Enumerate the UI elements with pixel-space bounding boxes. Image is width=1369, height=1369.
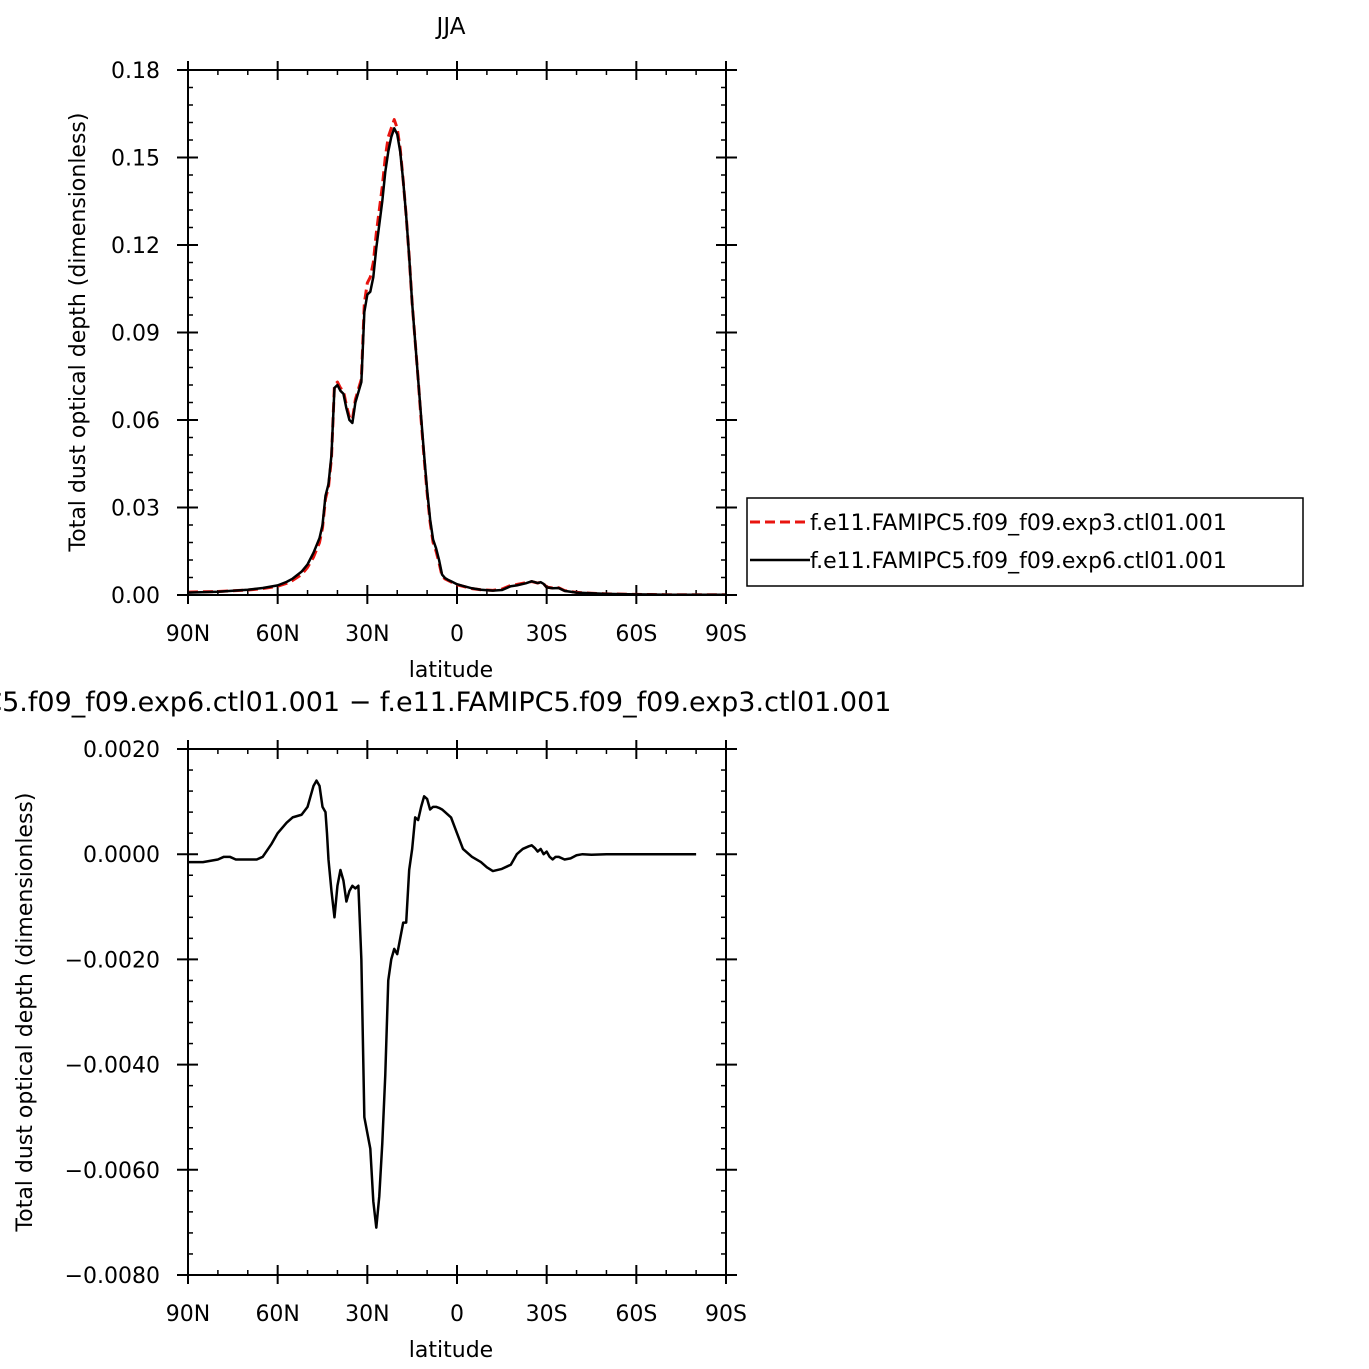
x-tick-label: 90N [166, 622, 210, 647]
y-tick-label: 0.0020 [83, 738, 160, 763]
y-tick-label: 0.12 [111, 234, 160, 259]
x-tick-label: 30N [345, 622, 389, 647]
x-tick-label: 30N [345, 1302, 389, 1327]
x-tick-label: 60N [255, 1302, 299, 1327]
y-tick-label: −0.0040 [65, 1054, 160, 1079]
bottom-chart-x-tick-labels: 90N 60N 30N 0 30S 60S 90S [166, 1302, 747, 1327]
top-chart: JJA 90N 60N 30N 0 30S 60S 90S 0.00 0.03 0.06 0.09… [66, 14, 1304, 683]
top-chart-x-axis-label: latitude [409, 658, 493, 683]
top-chart-y-tick-labels: 0.00 0.03 0.06 0.09 0.12 0.15 0.18 [111, 59, 160, 609]
top-chart-series [188, 118, 726, 595]
y-tick-label: 0.18 [111, 59, 160, 84]
x-tick-label: 60S [615, 1302, 657, 1327]
legend-label-exp3: f.e11.FAMIPC5.f09_f09.exp3.ctl01.001 [810, 511, 1227, 536]
bottom-chart-frame [187, 748, 727, 1276]
x-tick-label: 90S [705, 622, 747, 647]
top-chart-x-tick-labels: 90N 60N 30N 0 30S 60S 90S [166, 622, 747, 647]
legend-label-exp6: f.e11.FAMIPC5.f09_f09.exp6.ctl01.001 [810, 549, 1227, 574]
y-tick-label: 0.15 [111, 147, 160, 172]
bottom-chart-x-axis-label: latitude [409, 1338, 493, 1363]
legend-box [746, 497, 1304, 587]
x-tick-label: 30S [526, 1302, 568, 1327]
y-tick-label: 0.09 [111, 322, 160, 347]
x-tick-label: 90S [705, 1302, 747, 1327]
x-tick-label: 0 [450, 622, 464, 647]
y-tick-label: −0.0020 [65, 948, 160, 973]
series-line-0 [188, 779, 697, 1229]
legend: f.e11.FAMIPC5.f09_f09.exp3.ctl01.001 f.e… [746, 497, 1304, 587]
y-tick-label: −0.0080 [65, 1264, 160, 1289]
x-tick-label: 90N [166, 1302, 210, 1327]
bottom-chart-y-axis-label: Total dust optical depth (dimensionless) [13, 793, 38, 1233]
y-tick-label: 0.0000 [83, 843, 160, 868]
x-tick-label: 60N [255, 622, 299, 647]
bottom-chart-y-tick-labels: −0.0080 −0.0060 −0.0040 −0.0020 0.0000 0.0020 [65, 738, 160, 1289]
top-chart-title: JJA [435, 14, 466, 40]
bottom-chart-title: f.e11.FAMIPC5.f09_f09.exp6.ctl01.001 − f… [0, 687, 891, 718]
y-tick-label: 0.00 [111, 584, 160, 609]
y-tick-label: 0.03 [111, 497, 160, 522]
x-tick-label: 0 [450, 1302, 464, 1327]
y-tick-label: 0.06 [111, 409, 160, 434]
y-tick-label: −0.0060 [65, 1159, 160, 1184]
series-line-1 [188, 127, 726, 595]
top-chart-ticks [177, 61, 737, 604]
x-tick-label: 30S [526, 622, 568, 647]
x-tick-label: 60S [615, 622, 657, 647]
series-line-0 [188, 118, 726, 595]
top-chart-frame [187, 69, 727, 596]
bottom-chart-series [188, 779, 697, 1229]
top-chart-y-axis-label: Total dust optical depth (dimensionless) [66, 113, 91, 553]
bottom-chart-ticks [177, 740, 737, 1284]
bottom-chart: f.e11.FAMIPC5.f09_f09.exp6.ctl01.001 − f… [0, 687, 891, 1363]
